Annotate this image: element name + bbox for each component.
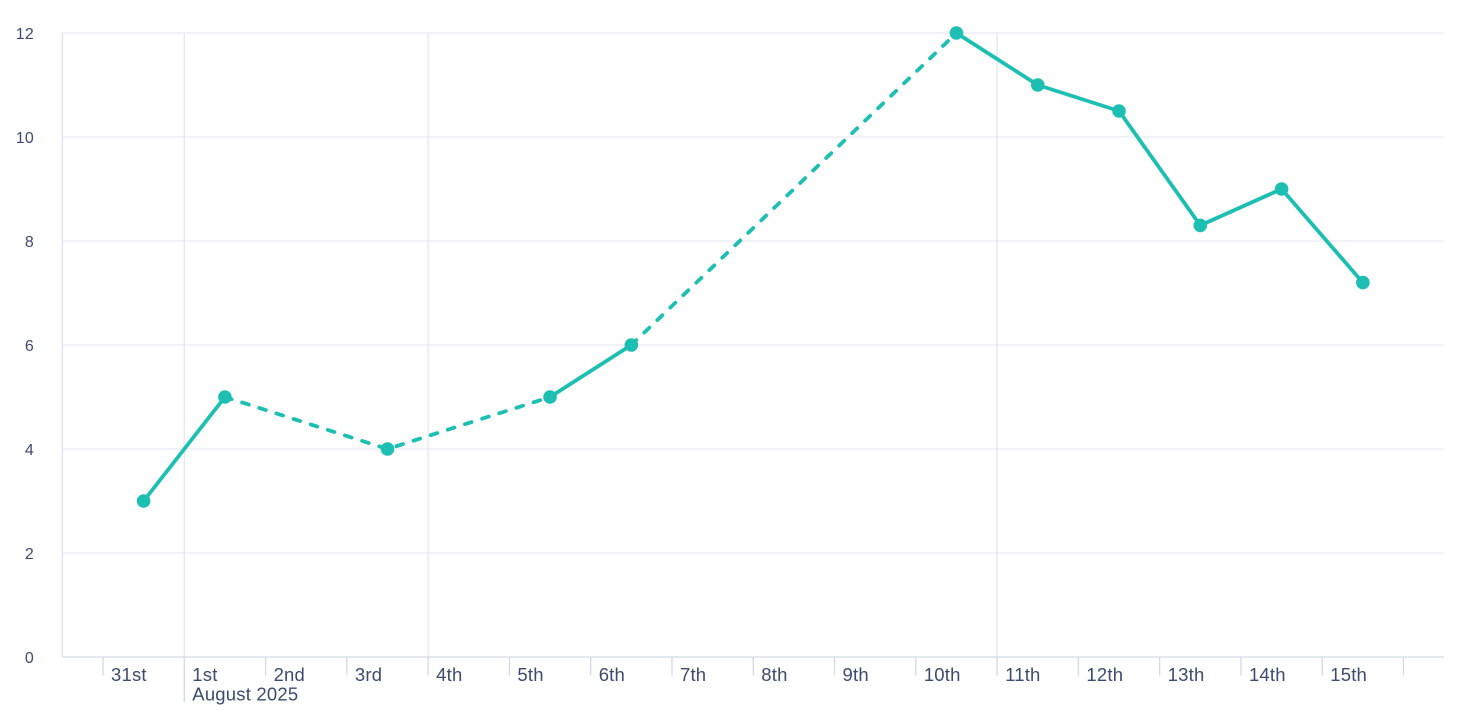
series-segment-dashed	[223, 395, 552, 451]
data-point-marker[interactable]	[136, 494, 151, 508]
y-tick-label: 4	[25, 442, 34, 459]
x-tick-label: 3rd	[355, 664, 382, 685]
x-tick-label: 2nd	[274, 664, 305, 685]
y-tick-label: 10	[16, 130, 34, 147]
series-segment-solid	[548, 343, 634, 399]
y-tick-label: 8	[25, 234, 34, 251]
x-tick-label: 9th	[843, 664, 869, 685]
x-tick-label: 1st	[192, 664, 217, 685]
x-tick-label: 5th	[517, 664, 543, 685]
y-tick-label: 0	[25, 650, 34, 667]
x-tick-label: 8th	[761, 664, 787, 685]
x-tick-label: 7th	[680, 664, 706, 685]
data-point-marker[interactable]	[1274, 182, 1289, 196]
x-tick-label: 4th	[436, 664, 462, 685]
data-point-marker[interactable]	[1193, 218, 1208, 233]
x-tick-label: 14th	[1249, 664, 1286, 685]
data-point-marker[interactable]	[1112, 104, 1126, 118]
y-tick-label: 6	[25, 338, 34, 355]
month-label: August 2025	[192, 684, 298, 705]
x-tick-label: 6th	[599, 664, 625, 685]
x-tick-label: 15th	[1330, 664, 1367, 685]
data-point-marker[interactable]	[218, 390, 232, 404]
series-segment-solid	[141, 395, 227, 503]
x-tick-label: 10th	[924, 664, 961, 685]
series-segment-solid	[954, 31, 1365, 285]
data-point-marker[interactable]	[1030, 78, 1045, 92]
y-tick-label: 2	[25, 546, 34, 563]
x-tick-label: 13th	[1168, 664, 1205, 685]
data-point-marker[interactable]	[624, 338, 639, 352]
x-tick-label: 11th	[1005, 664, 1040, 685]
data-point-marker[interactable]	[380, 442, 395, 456]
data-point-marker[interactable]	[1356, 275, 1370, 290]
y-tick-label: 12	[16, 26, 34, 43]
series-segment-dashed	[629, 31, 959, 347]
data-point-marker[interactable]	[543, 390, 557, 404]
x-tick-label: 31st	[111, 664, 147, 685]
data-point-marker[interactable]	[949, 26, 964, 40]
x-tick-label: 12th	[1086, 664, 1123, 685]
